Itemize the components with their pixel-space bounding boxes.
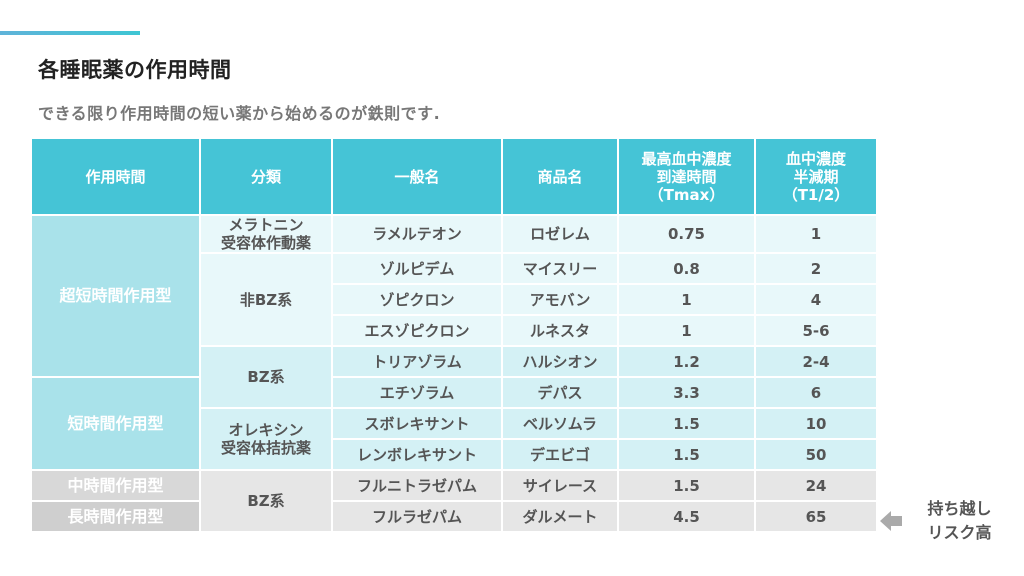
brand-name: マイスリー [502,253,619,285]
generic-name: スボレキサント [332,408,503,440]
half-life-value: 50 [755,439,876,471]
brand-name: デエビゴ [502,439,619,471]
table-row: オレキシン 受容体拮抗薬 スボレキサント ベルソムラ 1.5 10 [32,408,876,471]
category-intermediate: 中時間作用型 [32,470,201,502]
half-life-value: 2 [755,253,876,285]
half-life-value: 10 [755,408,876,440]
class-melatonin: メラトニン 受容体作動薬 [200,215,333,254]
half-life-value: 1 [755,215,876,254]
generic-name: エスゾピクロン [332,315,503,347]
table-row: 短時間作用型 エチゾラム デパス 3.3 6 [32,377,876,471]
brand-name: アモバン [502,284,619,316]
generic-name: トリアゾラム [332,346,503,378]
table-row: レンボレキサント デエビゴ 1.5 50 [32,439,876,471]
brand-name: ベルソムラ [502,408,619,440]
half-life-value: 2-4 [755,346,876,378]
tmax-value: 1.5 [618,408,756,440]
table-row: 長時間作用型 フルラゼパム ダルメート 4.5 65 [32,501,876,533]
carryover-risk-text: 持ち越し リスク高 [927,499,992,542]
class-orexin: オレキシン 受容体拮抗薬 [200,408,333,471]
brand-name: ハルシオン [502,346,619,378]
table-row: BZ系 トリアゾラム ハルシオン 1.2 2-4 [32,346,876,409]
generic-name: ゾルピデム [332,253,503,285]
table-row: ゾピクロン アモバン 1 4 [32,284,876,316]
brand-name: ダルメート [502,501,619,533]
accent-bar [0,31,140,35]
generic-name: レンボレキサント [332,439,503,471]
class-non-bz: 非BZ系 [200,253,333,347]
half-life-value: 4 [755,284,876,316]
header-classification: 分類 [200,139,333,216]
tmax-value: 1 [618,284,756,316]
table-row: 非BZ系 ゾルピデム マイスリー 0.8 2 [32,253,876,347]
sleeping-pill-table: 作用時間 分類 一般名 商品名 最高血中濃度 到達時間 （Tmax） 血中濃度 … [32,139,876,533]
header-half-life: 血中濃度 半減期 （T1/2） [755,139,876,216]
left-arrow-icon [880,511,902,531]
header-brand-name: 商品名 [502,139,619,216]
class-bz-long: BZ系 [200,470,333,533]
half-life-value: 5-6 [755,315,876,347]
generic-name: フルニトラゼパム [332,470,503,502]
tmax-value: 1.5 [618,470,756,502]
table-row: 中時間作用型 BZ系 フルニトラゼパム サイレース 1.5 24 [32,470,876,533]
table-header-row: 作用時間 分類 一般名 商品名 最高血中濃度 到達時間 （Tmax） 血中濃度 … [32,139,876,216]
brand-name: ルネスタ [502,315,619,347]
tmax-value: 0.75 [618,215,756,254]
generic-name: エチゾラム [332,377,503,409]
table-row: 超短時間作用型 メラトニン 受容体作動薬 ラメルテオン ロゼレム 0.75 1 [32,215,876,378]
generic-name: ゾピクロン [332,284,503,316]
half-life-value: 65 [755,501,876,533]
carryover-risk-note: 持ち越し リスク高 [880,497,1010,547]
header-duration: 作用時間 [32,139,201,216]
category-short: 短時間作用型 [32,377,201,471]
tmax-value: 1.2 [618,346,756,378]
table-row: エスゾピクロン ルネスタ 1 5-6 [32,315,876,347]
header-tmax: 最高血中濃度 到達時間 （Tmax） [618,139,756,216]
category-long: 長時間作用型 [32,501,201,533]
page-title: 各睡眠薬の作用時間 [38,58,232,82]
class-bz: BZ系 [200,346,333,409]
tmax-value: 4.5 [618,501,756,533]
page-subtitle: できる限り作用時間の短い薬から始めるのが鉄則です. [38,104,441,123]
tmax-value: 3.3 [618,377,756,409]
tmax-value: 1 [618,315,756,347]
brand-name: サイレース [502,470,619,502]
category-ultra-short: 超短時間作用型 [32,215,201,378]
tmax-value: 1.5 [618,439,756,471]
half-life-value: 24 [755,470,876,502]
generic-name: フルラゼパム [332,501,503,533]
tmax-value: 0.8 [618,253,756,285]
half-life-value: 6 [755,377,876,409]
header-generic-name: 一般名 [332,139,503,216]
brand-name: デパス [502,377,619,409]
generic-name: ラメルテオン [332,215,503,254]
brand-name: ロゼレム [502,215,619,254]
